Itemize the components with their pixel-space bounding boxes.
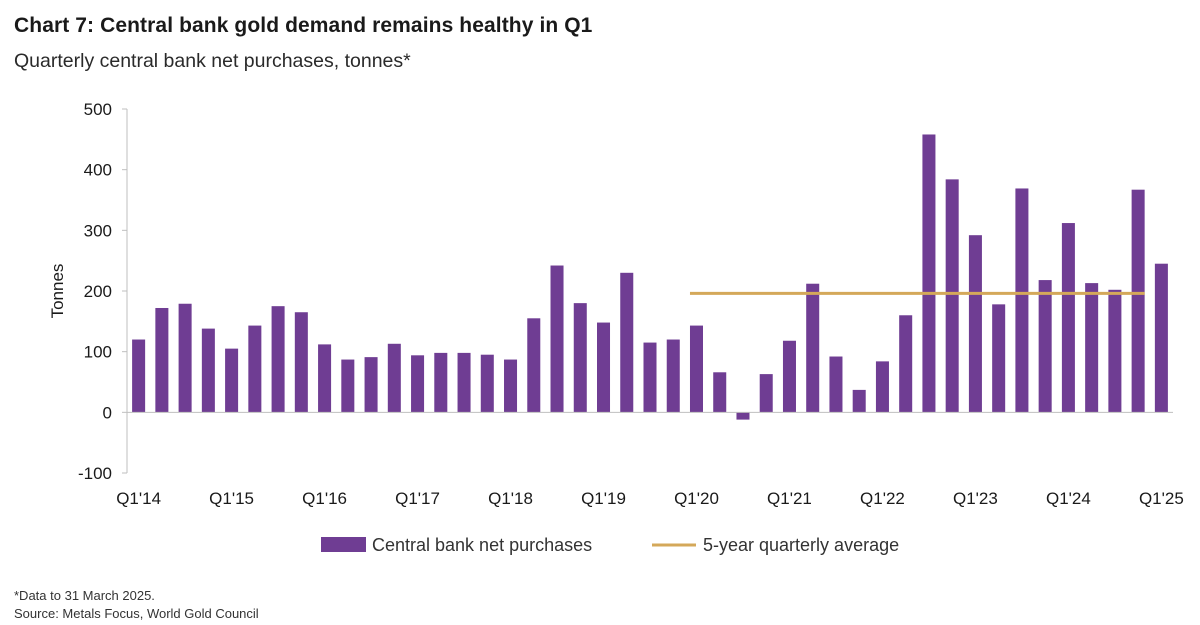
bar [294, 312, 308, 413]
bar [132, 339, 146, 413]
bar [480, 354, 494, 413]
x-tick-label: Q1'15 [209, 489, 254, 508]
y-tick-label: 300 [84, 221, 112, 240]
bar [968, 235, 982, 413]
x-tick-label: Q1'17 [395, 489, 440, 508]
bar [364, 357, 378, 413]
y-tick-label: 100 [84, 343, 112, 362]
bar [411, 355, 425, 413]
bar [387, 343, 401, 413]
bar [178, 303, 192, 413]
x-tick-label: Q1'19 [581, 489, 626, 508]
bar [899, 315, 913, 413]
bar [992, 304, 1006, 413]
chart-subtitle: Quarterly central bank net purchases, to… [14, 50, 411, 72]
x-tick-label: Q1'18 [488, 489, 533, 508]
bar [201, 328, 215, 413]
bar [341, 359, 355, 413]
chart-title: Chart 7: Central bank gold demand remain… [14, 14, 593, 37]
x-tick-label: Q1'14 [116, 489, 161, 508]
legend: Central bank net purchases 5-year quarte… [321, 535, 899, 555]
bar [1015, 188, 1029, 413]
axes [122, 108, 1173, 474]
bar [597, 322, 611, 413]
legend-swatch-bars [321, 537, 366, 552]
y-tick-label: 400 [84, 161, 112, 180]
bar [248, 325, 262, 413]
x-tick-label: Q1'25 [1139, 489, 1184, 508]
bar [643, 342, 657, 413]
bar [806, 283, 820, 413]
bar [504, 359, 518, 413]
bar [922, 134, 936, 413]
footnote: *Data to 31 March 2025. [14, 588, 155, 603]
x-tick-label: Q1'21 [767, 489, 812, 508]
x-axis-tick-labels: Q1'14 Q1'15 Q1'16 Q1'17 Q1'18 Q1'19 Q1'20 Q1'21… [116, 489, 1184, 508]
bar [852, 389, 866, 413]
y-tick-label: -100 [78, 464, 112, 483]
bar [225, 348, 239, 413]
y-tick-label: 0 [103, 403, 112, 422]
bar [1131, 189, 1145, 413]
x-tick-label: Q1'20 [674, 489, 719, 508]
bar [457, 352, 471, 413]
bar [550, 265, 564, 413]
source-note: Source: Metals Focus, World Gold Council [14, 606, 259, 621]
bar [620, 272, 634, 413]
bar [829, 356, 843, 413]
y-tick-label: 200 [84, 282, 112, 301]
legend-label-bars: Central bank net purchases [372, 535, 592, 555]
bar-series [132, 134, 1168, 420]
legend-label-average: 5-year quarterly average [703, 535, 899, 555]
bar [1154, 263, 1168, 413]
bar [527, 318, 541, 413]
x-tick-label: Q1'24 [1046, 489, 1091, 508]
bar [666, 339, 680, 413]
bar [318, 344, 332, 413]
x-tick-label: Q1'16 [302, 489, 347, 508]
bar [1061, 223, 1075, 413]
bar [689, 325, 703, 413]
bar [945, 179, 959, 413]
bar [759, 374, 773, 413]
bar [736, 412, 750, 420]
bar [271, 306, 285, 413]
bar [434, 352, 448, 413]
bar [875, 361, 889, 413]
bar [573, 303, 587, 413]
bar [713, 372, 727, 413]
bar [1108, 289, 1122, 413]
bar [155, 307, 169, 413]
y-axis-title: Tonnes [48, 264, 67, 319]
y-tick-label: 500 [84, 100, 112, 119]
x-tick-label: Q1'23 [953, 489, 998, 508]
bar [1085, 283, 1099, 413]
bar [1038, 280, 1052, 413]
y-axis-tick-labels: 500 400 300 200 100 0 -100 [78, 100, 112, 483]
bar [782, 340, 796, 413]
x-tick-label: Q1'22 [860, 489, 905, 508]
